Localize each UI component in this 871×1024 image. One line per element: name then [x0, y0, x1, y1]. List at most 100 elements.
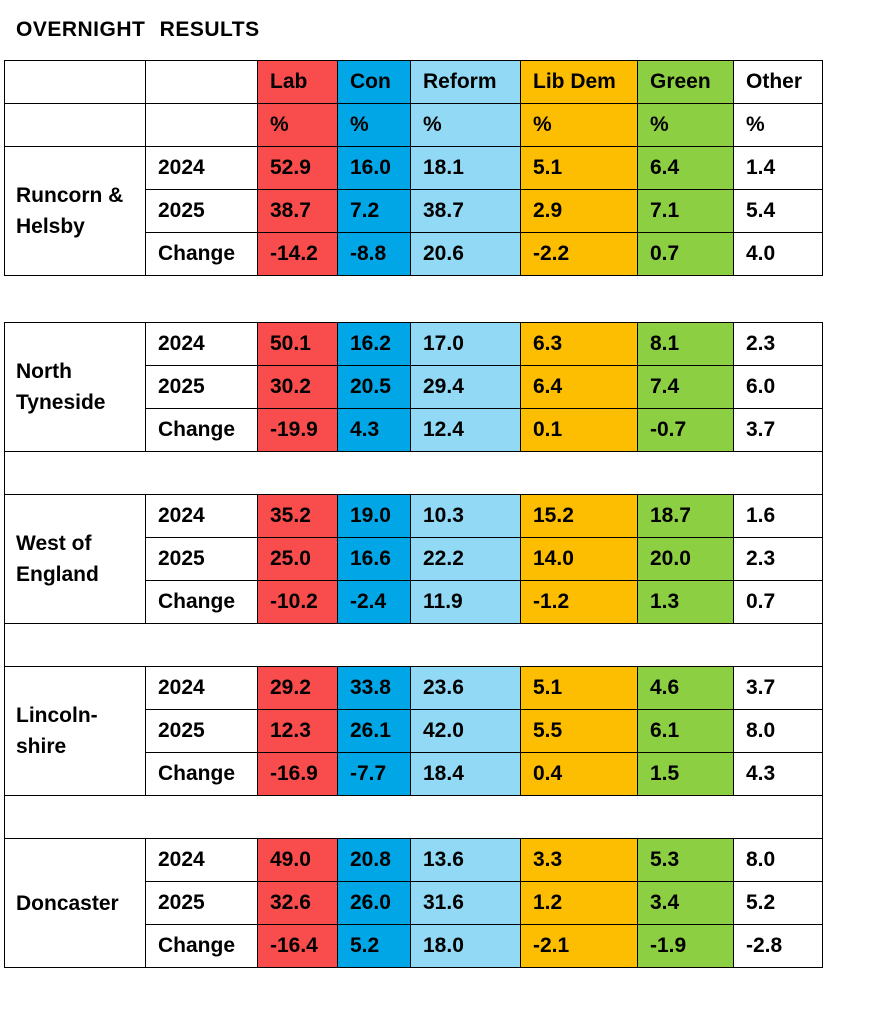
table-row: 2025 25.0 16.6 22.2 14.0 20.0 2.3: [5, 537, 823, 581]
value-other: 2.3: [733, 322, 823, 366]
value-con: 5.2: [337, 924, 411, 968]
value-other: 8.0: [733, 838, 823, 882]
value-lib-dem: -1.2: [520, 580, 638, 624]
value-con: 26.0: [337, 881, 411, 925]
row-label: 2025: [145, 189, 258, 233]
region-name: Doncaster: [4, 838, 146, 968]
value-other: 5.4: [733, 189, 823, 233]
party-header-con: Con: [337, 60, 411, 104]
value-lib-dem: 0.4: [520, 752, 638, 796]
value-lab: -16.9: [257, 752, 338, 796]
value-green: 5.3: [637, 838, 734, 882]
value-lib-dem: 2.9: [520, 189, 638, 233]
row-label: 2025: [145, 537, 258, 581]
value-lib-dem: 1.2: [520, 881, 638, 925]
header-blank: [4, 60, 146, 104]
unit-con: %: [337, 103, 411, 147]
value-lab: 29.2: [257, 666, 338, 710]
value-other: 6.0: [733, 365, 823, 409]
value-con: 33.8: [337, 666, 411, 710]
table-row: Change -16.4 5.2 18.0 -2.1 -1.9 -2.8: [5, 924, 823, 968]
table-row: Change -16.9 -7.7 18.4 0.4 1.5 4.3: [5, 752, 823, 796]
value-other: 8.0: [733, 709, 823, 753]
value-reform: 23.6: [410, 666, 521, 710]
value-reform: 29.4: [410, 365, 521, 409]
value-green: 6.1: [637, 709, 734, 753]
row-label: Change: [145, 580, 258, 624]
header-row: Lab Con Reform Lib Dem Green Other: [4, 60, 823, 104]
value-con: 7.2: [337, 189, 411, 233]
results-table-runcorn: Lab Con Reform Lib Dem Green Other%%%%%% Runco…: [4, 60, 823, 276]
value-lib-dem: 5.5: [520, 709, 638, 753]
value-green: 8.1: [637, 322, 734, 366]
header-blank: [145, 103, 258, 147]
unit-green: %: [637, 103, 734, 147]
party-header-other: Other: [733, 60, 823, 104]
table-row: Change -19.9 4.3 12.4 0.1 -0.7 3.7: [5, 408, 823, 452]
value-con: -7.7: [337, 752, 411, 796]
party-header-lab: Lab: [257, 60, 338, 104]
row-label: Change: [145, 924, 258, 968]
value-reform: 18.1: [410, 146, 521, 190]
row-label: 2024: [145, 494, 258, 538]
value-lab: 35.2: [257, 494, 338, 538]
value-reform: 13.6: [410, 838, 521, 882]
party-header-green: Green: [637, 60, 734, 104]
value-reform: 12.4: [410, 408, 521, 452]
value-lab: -10.2: [257, 580, 338, 624]
row-label: 2024: [145, 322, 258, 366]
row-label: 2025: [145, 365, 258, 409]
value-green: 1.3: [637, 580, 734, 624]
value-reform: 10.3: [410, 494, 521, 538]
page-title: OVERNIGHT RESULTS: [16, 18, 260, 41]
row-label: Change: [145, 408, 258, 452]
value-con: 20.8: [337, 838, 411, 882]
table-row: Change -14.2 -8.8 20.6 -2.2 0.7 4.0: [5, 232, 823, 276]
value-lib-dem: 6.3: [520, 322, 638, 366]
party-header-reform: Reform: [410, 60, 521, 104]
unit-reform: %: [410, 103, 521, 147]
row-label: Change: [145, 232, 258, 276]
value-con: -8.8: [337, 232, 411, 276]
value-lab: 52.9: [257, 146, 338, 190]
table-row: Runcorn & Helsby 2024 52.9 16.0 18.1 5.1 6.4 1.…: [4, 146, 823, 276]
value-reform: 17.0: [410, 322, 521, 366]
value-lab: -14.2: [257, 232, 338, 276]
value-con: 26.1: [337, 709, 411, 753]
value-other: 5.2: [733, 881, 823, 925]
unit-lab: %: [257, 103, 338, 147]
value-lab: -19.9: [257, 408, 338, 452]
value-green: 0.7: [637, 232, 734, 276]
separator-row: [4, 623, 823, 667]
table-row: Change -10.2 -2.4 11.9 -1.2 1.3 0.7: [5, 580, 823, 624]
value-lab: 32.6: [257, 881, 338, 925]
region-name: North Tyneside: [4, 322, 146, 452]
value-other: 2.3: [733, 537, 823, 581]
value-lab: 38.7: [257, 189, 338, 233]
value-reform: 18.0: [410, 924, 521, 968]
value-reform: 31.6: [410, 881, 521, 925]
value-lib-dem: -2.2: [520, 232, 638, 276]
value-lib-dem: 14.0: [520, 537, 638, 581]
value-con: -2.4: [337, 580, 411, 624]
row-label: 2024: [145, 666, 258, 710]
value-green: 3.4: [637, 881, 734, 925]
value-green: 4.6: [637, 666, 734, 710]
value-green: -0.7: [637, 408, 734, 452]
value-lab: 49.0: [257, 838, 338, 882]
value-con: 16.2: [337, 322, 411, 366]
value-lib-dem: 0.1: [520, 408, 638, 452]
separator-cell: [4, 623, 823, 667]
value-green: -1.9: [637, 924, 734, 968]
value-other: -2.8: [733, 924, 823, 968]
unit-row: %%%%%%: [4, 103, 823, 147]
separator-row: [4, 795, 823, 839]
value-reform: 42.0: [410, 709, 521, 753]
region-name: Runcorn & Helsby: [4, 146, 146, 276]
value-other: 1.4: [733, 146, 823, 190]
row-label: Change: [145, 752, 258, 796]
header-blank: [145, 60, 258, 104]
value-con: 16.0: [337, 146, 411, 190]
value-green: 7.1: [637, 189, 734, 233]
header-blank: [4, 103, 146, 147]
